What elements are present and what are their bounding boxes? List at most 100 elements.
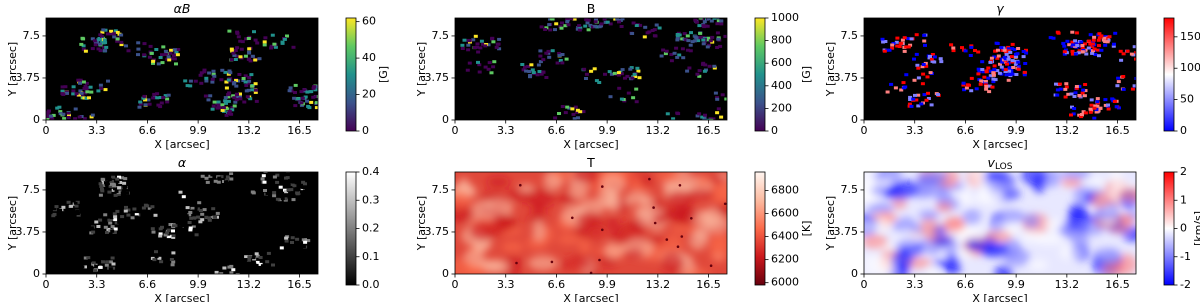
map-texture [159,229,164,233]
map-texture [991,77,996,81]
map-texture [83,91,88,95]
map-texture [180,228,185,231]
map-texture [519,183,522,187]
map-texture [647,30,652,34]
map-texture [720,93,725,97]
x-tick-label: 9.9 [598,278,616,291]
map-texture [1003,70,1008,73]
map-texture [969,172,988,184]
map-texture [315,85,318,89]
map-texture [1024,48,1028,52]
map-texture [48,114,53,118]
map-texture [703,63,708,67]
map-texture [977,70,982,74]
map-texture [1132,84,1136,88]
map-texture [160,61,165,65]
map-texture [733,89,737,92]
map-texture [233,100,238,104]
map-texture [634,87,639,91]
map-texture [976,67,981,71]
map-texture [600,173,625,196]
map-texture [191,225,196,229]
map-texture [119,40,124,44]
map-texture [261,174,266,178]
map-texture [177,227,182,231]
map-texture [138,100,143,104]
map-texture [110,229,115,233]
map-texture [253,38,258,42]
map-texture [1000,60,1005,64]
map-texture [569,18,574,21]
map-texture [151,96,156,100]
map-texture [571,112,576,116]
map-texture [1135,58,1136,61]
map-texture [98,33,103,37]
map-texture [969,45,974,49]
map-texture [1071,43,1076,47]
map-texture [906,45,911,49]
map-texture [922,93,927,97]
map-texture [247,79,252,83]
map-texture [210,77,215,81]
map-texture [589,271,593,274]
map-texture [96,89,101,93]
map-texture [706,36,711,40]
map-texture [252,262,257,266]
map-texture [84,96,89,100]
map-texture [1070,232,1089,251]
map-texture [204,76,209,80]
map-texture [122,181,127,185]
map-texture [1106,103,1110,107]
map-texture [141,96,146,100]
map-texture [212,74,217,78]
map-texture [893,230,921,244]
map-texture [272,194,277,198]
map-texture [236,35,241,39]
map-texture [1083,42,1087,46]
map-texture [904,45,909,49]
map-texture [1003,68,1008,72]
map-texture [734,42,738,45]
map-texture [199,81,204,85]
colorbar-tick-label: 800 [771,34,792,47]
map-texture [309,90,314,94]
map-texture [891,249,913,271]
map-texture [98,193,103,197]
map-texture [889,82,894,86]
map-texture [207,218,212,222]
map-texture [299,185,304,189]
map-texture [155,96,160,100]
map-texture [1058,87,1063,91]
map-texture [235,30,240,34]
map-texture [737,86,741,89]
map-texture [114,190,119,193]
map-texture [694,36,699,40]
map-texture [554,22,559,26]
map-texture [46,110,51,114]
colorbar-tick-label: 0.3 [362,193,380,206]
x-tick-label: 13.2 [1055,124,1080,137]
map-texture [221,275,225,278]
map-texture [617,20,621,24]
colorbar [346,172,356,285]
map-texture [320,95,324,98]
map-texture [80,265,85,269]
map-texture [108,184,113,188]
x-axis-label: X [arcsec] [972,292,1027,302]
map-texture [497,47,502,51]
map-texture [78,89,83,93]
map-texture [215,211,220,215]
map-texture [284,176,288,180]
axes-frame [45,171,319,275]
map-texture [293,104,298,108]
map-texture [557,234,581,245]
map-texture [63,85,68,89]
map-texture [1102,263,1126,274]
map-texture [147,102,152,106]
map-texture [864,234,888,250]
map-texture [112,184,117,188]
map-texture [207,71,212,75]
map-texture [163,53,168,56]
map-texture [289,188,294,192]
x-tick-label: 9.9 [189,124,207,137]
